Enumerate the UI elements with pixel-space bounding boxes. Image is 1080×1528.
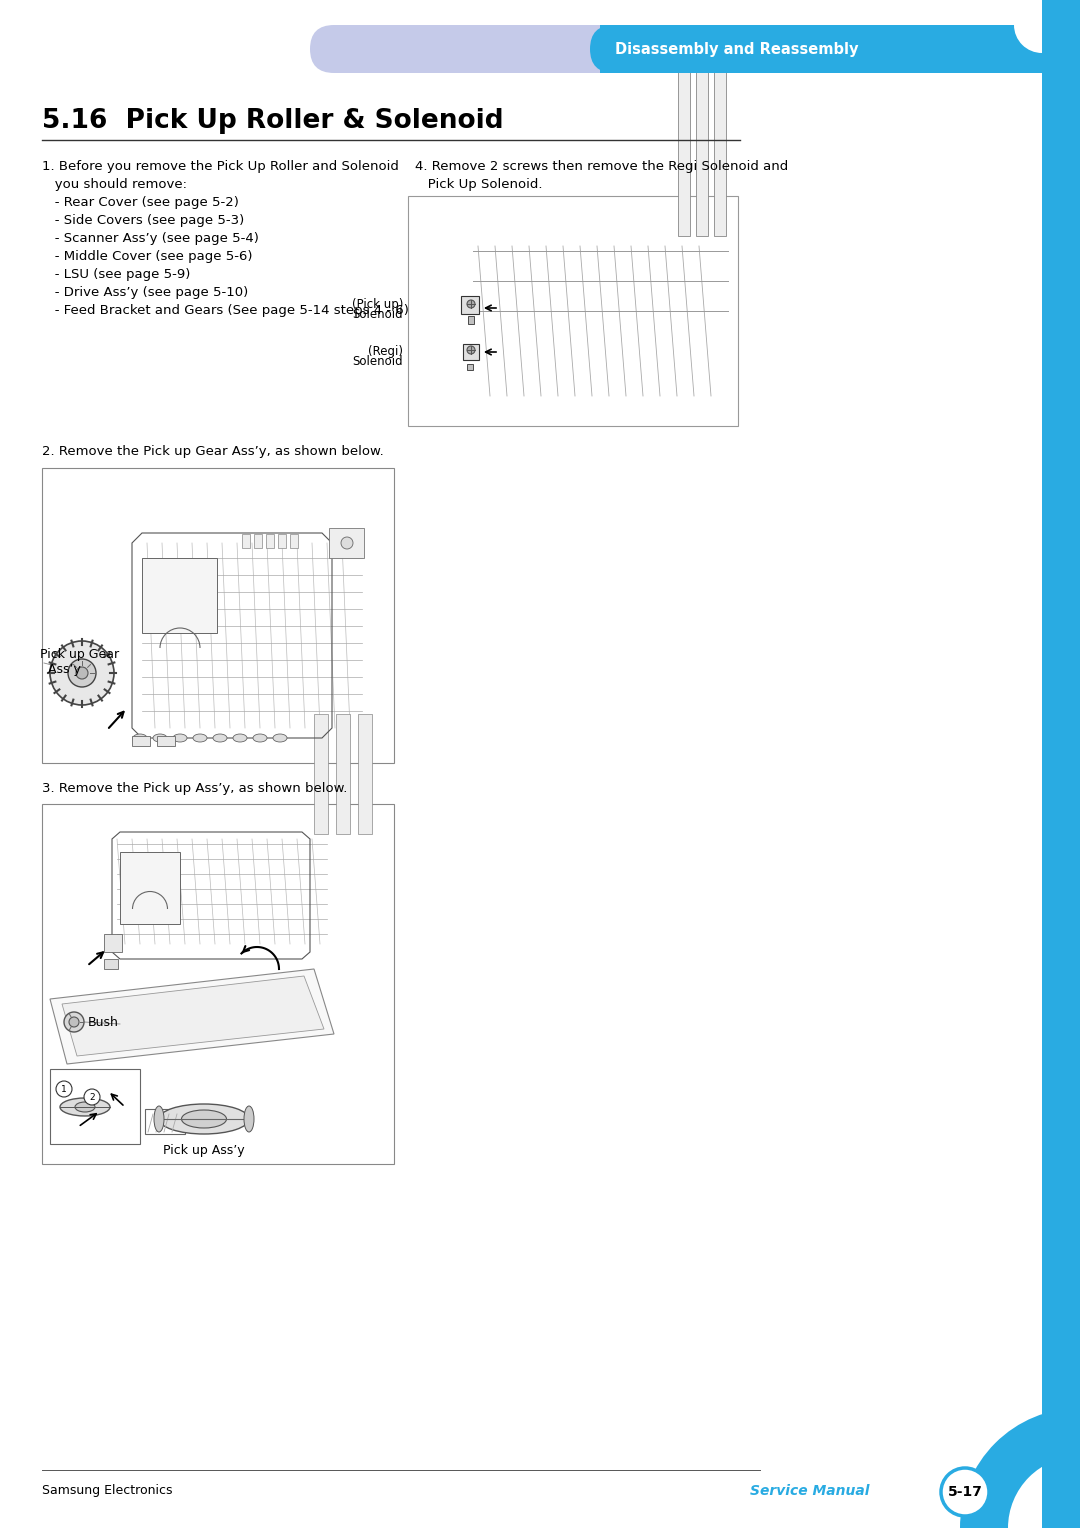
Text: 1. Before you remove the Pick Up Roller and Solenoid: 1. Before you remove the Pick Up Roller …	[42, 160, 399, 173]
Text: Bush: Bush	[87, 1016, 119, 1028]
Text: - Middle Cover (see page 5-6): - Middle Cover (see page 5-6)	[42, 251, 253, 263]
Bar	[714, 57, 726, 235]
Text: - Rear Cover (see page 5-2): - Rear Cover (see page 5-2)	[42, 196, 239, 209]
Text: 5.16  Pick Up Roller & Solenoid: 5.16 Pick Up Roller & Solenoid	[42, 108, 503, 134]
Circle shape	[76, 668, 87, 678]
Bar	[120, 853, 180, 924]
Bar	[141, 558, 217, 633]
Bar	[104, 934, 122, 952]
Ellipse shape	[154, 1106, 164, 1132]
Bar	[266, 533, 274, 549]
Ellipse shape	[213, 733, 227, 743]
Bar	[104, 960, 118, 969]
Ellipse shape	[273, 733, 287, 743]
Ellipse shape	[153, 733, 167, 743]
Circle shape	[467, 299, 475, 309]
Bar	[467, 364, 473, 370]
Circle shape	[50, 642, 114, 704]
FancyBboxPatch shape	[590, 24, 1042, 73]
Text: (Regi): (Regi)	[368, 344, 403, 358]
Text: 2: 2	[90, 1093, 95, 1102]
Ellipse shape	[173, 733, 187, 743]
Text: 2. Remove the Pick up Gear Ass’y, as shown below.: 2. Remove the Pick up Gear Ass’y, as sho…	[42, 445, 383, 458]
Circle shape	[84, 1089, 100, 1105]
Ellipse shape	[60, 1099, 110, 1115]
Text: 3. Remove the Pick up Ass’y, as shown below.: 3. Remove the Pick up Ass’y, as shown be…	[42, 782, 348, 795]
Bar	[329, 529, 364, 558]
Bar	[278, 533, 286, 549]
Bar	[242, 533, 249, 549]
Bar	[678, 57, 690, 235]
Bar	[408, 196, 738, 426]
Text: Pick Up Solenoid.: Pick Up Solenoid.	[415, 177, 542, 191]
Circle shape	[56, 1080, 72, 1097]
Bar	[357, 714, 372, 834]
Text: - Side Covers (see page 5-3): - Side Covers (see page 5-3)	[42, 214, 244, 228]
Text: 4. Remove 2 screws then remove the Regi Solenoid and: 4. Remove 2 screws then remove the Regi …	[415, 160, 788, 173]
Polygon shape	[50, 969, 334, 1063]
Ellipse shape	[181, 1109, 227, 1128]
Text: Samsung Electronics: Samsung Electronics	[42, 1484, 173, 1497]
Bar	[42, 468, 394, 762]
Circle shape	[69, 1018, 79, 1027]
Circle shape	[68, 659, 96, 688]
Text: Pick up Gear: Pick up Gear	[40, 648, 119, 662]
Ellipse shape	[253, 733, 267, 743]
Text: (Pick up): (Pick up)	[352, 298, 403, 310]
Bar	[336, 714, 350, 834]
Bar	[50, 1070, 140, 1144]
Ellipse shape	[75, 1102, 95, 1112]
Text: 1: 1	[62, 1085, 67, 1094]
Bar	[314, 714, 328, 834]
Text: Solenoid: Solenoid	[352, 307, 403, 321]
FancyBboxPatch shape	[310, 24, 1040, 73]
Text: - Drive Ass’y (see page 5-10): - Drive Ass’y (see page 5-10)	[42, 286, 248, 299]
Text: you should remove:: you should remove:	[42, 177, 187, 191]
Bar	[132, 736, 150, 746]
Circle shape	[341, 536, 353, 549]
Bar	[254, 533, 262, 549]
Circle shape	[64, 1012, 84, 1031]
Ellipse shape	[244, 1106, 254, 1132]
Ellipse shape	[133, 733, 147, 743]
Bar	[157, 736, 175, 746]
Text: Disassembly and Reassembly: Disassembly and Reassembly	[615, 41, 859, 57]
Text: - Scanner Ass’y (see page 5-4): - Scanner Ass’y (see page 5-4)	[42, 232, 259, 244]
Circle shape	[941, 1468, 989, 1516]
Bar	[600, 24, 1042, 73]
Circle shape	[1008, 1456, 1080, 1528]
Polygon shape	[62, 976, 324, 1056]
Text: 5-17: 5-17	[947, 1485, 983, 1499]
Circle shape	[1014, 0, 1070, 53]
Bar	[463, 344, 480, 361]
Circle shape	[467, 345, 475, 354]
Bar	[291, 533, 298, 549]
Bar	[145, 1109, 185, 1134]
Ellipse shape	[233, 733, 247, 743]
Bar	[696, 57, 708, 235]
Text: - LSU (see page 5-9): - LSU (see page 5-9)	[42, 267, 190, 281]
Wedge shape	[960, 1407, 1080, 1528]
Text: Pick up Ass’y: Pick up Ass’y	[163, 1144, 245, 1157]
Text: Solenoid: Solenoid	[352, 354, 403, 368]
Bar	[1042, 0, 1080, 1528]
Bar	[468, 316, 474, 324]
Bar	[461, 296, 480, 313]
Bar	[1042, 1449, 1080, 1528]
Ellipse shape	[193, 733, 207, 743]
Ellipse shape	[159, 1105, 249, 1134]
Text: Service Manual: Service Manual	[751, 1484, 870, 1497]
Text: - Feed Bracket and Gears (See page 5-14 steps 4 - 6): - Feed Bracket and Gears (See page 5-14 …	[42, 304, 409, 316]
Text: Ass’y: Ass’y	[40, 663, 81, 675]
Bar	[42, 804, 394, 1164]
